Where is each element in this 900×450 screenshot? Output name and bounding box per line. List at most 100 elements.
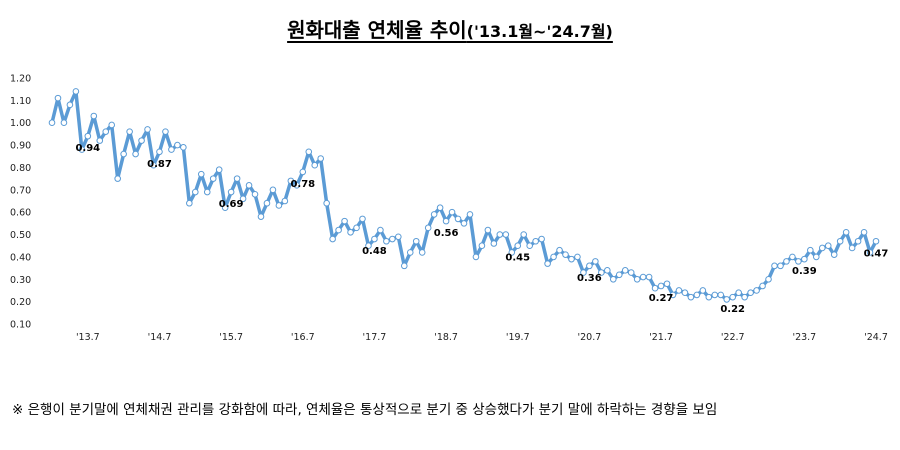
data-point bbox=[544, 260, 551, 267]
data-point bbox=[818, 244, 826, 252]
data-point bbox=[209, 175, 217, 182]
data-point bbox=[872, 237, 880, 245]
data-point bbox=[651, 284, 659, 292]
data-point bbox=[186, 199, 193, 207]
data-point bbox=[633, 275, 641, 283]
data-point bbox=[96, 137, 104, 144]
data-point bbox=[484, 226, 492, 234]
footnote: ※ 은행이 분기말에 연체채권 관리를 강화함에 따라, 연체율은 통상적으로 … bbox=[12, 402, 718, 418]
data-point bbox=[90, 112, 98, 120]
delinquency-line-chart: 0.10 0.20 0.30 0.40 0.50 0.60 0.70 0.80 0.90 1.00… bbox=[10, 74, 888, 344]
data-point bbox=[192, 188, 199, 196]
data-point bbox=[341, 217, 348, 225]
data-point bbox=[305, 148, 313, 156]
data-point bbox=[490, 240, 498, 247]
data-point bbox=[836, 237, 844, 245]
data-point bbox=[759, 282, 766, 290]
data-point bbox=[568, 255, 575, 263]
x-tick-label: '19.7 bbox=[506, 332, 530, 343]
data-point bbox=[144, 126, 151, 133]
data-point bbox=[807, 246, 814, 254]
data-point bbox=[430, 211, 438, 218]
data-point bbox=[777, 262, 784, 270]
data-point bbox=[269, 186, 277, 194]
data-point bbox=[538, 235, 545, 243]
x-tick-label: '21.7 bbox=[649, 332, 673, 343]
data-point bbox=[854, 237, 862, 245]
data-point bbox=[824, 242, 832, 250]
data-point bbox=[454, 215, 462, 223]
data-point bbox=[365, 242, 372, 250]
data-point bbox=[66, 101, 74, 109]
data-point bbox=[48, 119, 56, 127]
data-point bbox=[245, 182, 253, 189]
data-point bbox=[508, 249, 516, 256]
data-point bbox=[335, 226, 342, 234]
data-point bbox=[197, 170, 205, 178]
data-point bbox=[442, 217, 450, 225]
data-point bbox=[60, 119, 68, 127]
y-tick-label: 0.70 bbox=[10, 185, 31, 196]
x-tick-label: '24.7 bbox=[864, 332, 888, 343]
data-point bbox=[448, 208, 456, 216]
data-label: 0.45 bbox=[505, 253, 530, 264]
y-tick-label: 0.10 bbox=[10, 320, 31, 331]
data-point bbox=[406, 249, 414, 256]
data-point bbox=[574, 253, 581, 261]
data-point bbox=[580, 269, 587, 276]
data-point bbox=[412, 237, 420, 245]
x-axis: '13.7 '14.7 '15.7 '16.7 '17.7 '18.7 '19.7 '20.7… bbox=[76, 332, 888, 343]
data-point bbox=[395, 233, 402, 241]
data-point bbox=[645, 273, 653, 281]
data-point bbox=[132, 150, 139, 158]
data-point bbox=[275, 202, 283, 209]
data-point bbox=[239, 195, 247, 203]
data-point bbox=[436, 204, 444, 212]
data-point bbox=[424, 224, 432, 232]
data-point bbox=[215, 166, 223, 173]
x-tick-label: '16.7 bbox=[291, 332, 315, 343]
data-point bbox=[466, 211, 474, 218]
data-point bbox=[311, 161, 319, 169]
data-point bbox=[400, 262, 408, 270]
x-tick-label: '17.7 bbox=[363, 332, 387, 343]
data-point bbox=[753, 287, 760, 294]
data-point bbox=[699, 287, 707, 294]
y-tick-label: 0.30 bbox=[10, 275, 31, 286]
data-point bbox=[586, 262, 593, 270]
data-point bbox=[860, 229, 868, 236]
y-axis: 0.10 0.20 0.30 0.40 0.50 0.60 0.70 0.80 0.90 1.00… bbox=[10, 74, 31, 331]
data-point bbox=[174, 141, 181, 149]
data-point bbox=[514, 242, 522, 250]
x-tick-label: '13.7 bbox=[76, 332, 100, 343]
data-point bbox=[54, 94, 62, 102]
data-label: 0.22 bbox=[720, 304, 745, 315]
x-tick-label: '20.7 bbox=[578, 332, 602, 343]
data-point bbox=[377, 226, 384, 234]
data-point bbox=[866, 249, 874, 256]
data-point bbox=[114, 175, 121, 182]
data-point bbox=[747, 289, 754, 296]
data-point bbox=[359, 215, 366, 223]
chart-subtitle: ('13.1월~'24.7월) bbox=[466, 22, 613, 41]
data-point bbox=[729, 293, 736, 301]
data-point bbox=[604, 267, 611, 274]
y-tick-label: 0.50 bbox=[10, 230, 31, 241]
data-point bbox=[502, 231, 510, 238]
series-line-group bbox=[50, 89, 878, 302]
data-point bbox=[711, 291, 719, 299]
data-point bbox=[789, 253, 796, 261]
data-point bbox=[84, 132, 92, 140]
data-point bbox=[347, 229, 354, 236]
data-point bbox=[556, 246, 563, 254]
data-point bbox=[627, 269, 635, 276]
chart-title-main: 원화대출 연체율 추이 bbox=[287, 18, 467, 42]
data-label: 0.48 bbox=[362, 246, 387, 257]
data-point bbox=[150, 161, 157, 169]
data-point bbox=[795, 258, 802, 265]
data-point bbox=[418, 249, 426, 256]
data-point bbox=[78, 146, 86, 153]
data-point bbox=[830, 251, 838, 258]
data-point bbox=[293, 182, 301, 189]
y-tick-label: 0.80 bbox=[10, 163, 31, 174]
